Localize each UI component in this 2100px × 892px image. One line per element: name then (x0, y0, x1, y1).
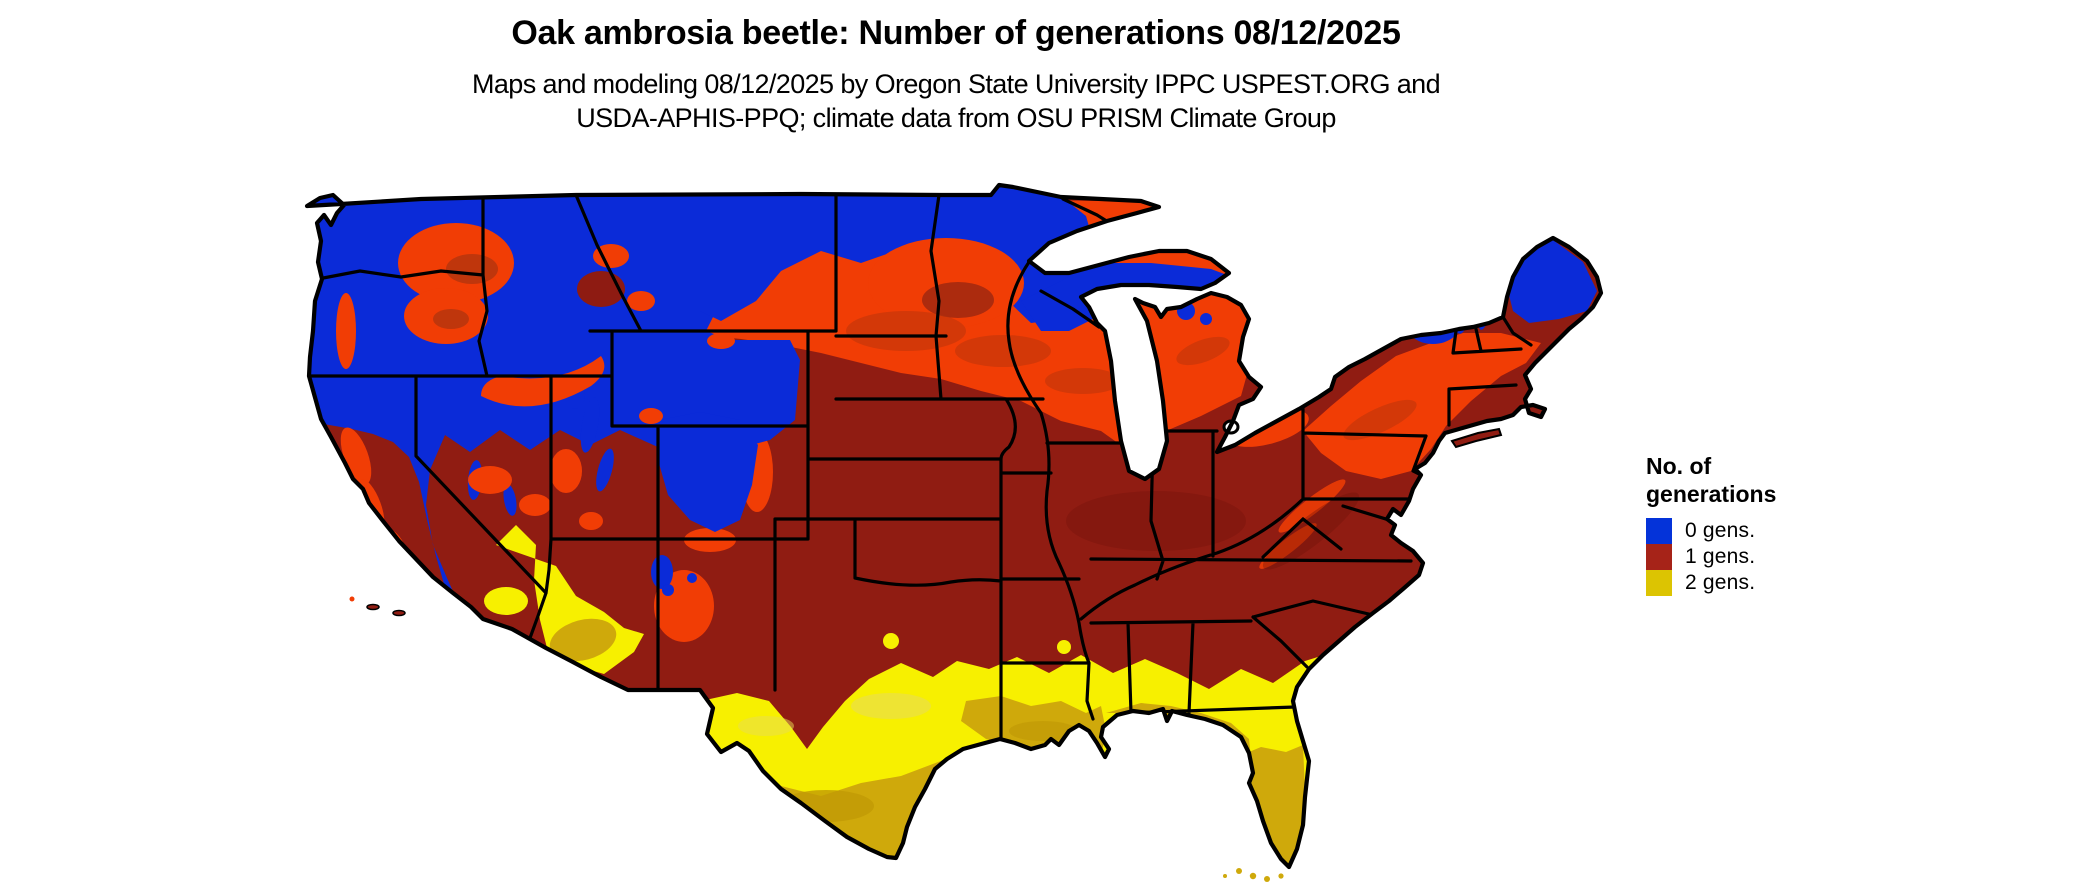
shade-blue-mtns-core (433, 309, 469, 329)
region-orange-nevada-2 (519, 494, 551, 516)
florida-keys-5 (1278, 873, 1284, 879)
shade-midsouth (1066, 491, 1246, 551)
region-orange-ca-coast-1 (340, 427, 372, 485)
shade-michigan (1176, 336, 1230, 366)
region-orange-willamette (336, 293, 356, 369)
region-orange-nevada-1 (468, 466, 512, 494)
shade-columbia-core (446, 254, 498, 284)
region-0-gens-n-michigan-2 (1200, 313, 1212, 325)
region-orange-ne-wyoming (707, 333, 735, 349)
legend-item-0-gens: 0 gens. (1646, 518, 1866, 544)
subtitle-line-1: Maps and modeling 08/12/2025 by Oregon S… (471, 69, 1441, 99)
map-svg (304, 182, 1604, 882)
legend-rows: 0 gens. 1 gens. 2 gens. (1646, 518, 1866, 596)
region-yellow-spur-2 (1057, 640, 1071, 654)
region-orange-utah-1 (550, 449, 582, 493)
region-2-gens-florida (1237, 745, 1305, 866)
region-orange-appalachia-2 (1259, 523, 1317, 569)
region-orange-snake-plain (481, 356, 605, 407)
region-transition-northeast (1303, 333, 1541, 479)
florida-keys-3 (1249, 872, 1257, 880)
florida-keys-4 (1264, 876, 1270, 882)
page-title: Oak ambrosia beetle: Number of generatio… (511, 14, 1401, 52)
legend-item-2-gens: 2 gens. (1646, 570, 1866, 596)
region-yellow-spur-1 (883, 633, 899, 649)
header: Oak ambrosia beetle: Number of generatio… (0, 14, 1912, 135)
legend-item-1-gens: 1 gens. (1646, 544, 1866, 570)
region-0-gens-maine (1507, 240, 1597, 323)
subtitle: Maps and modeling 08/12/2025 by Oregon S… (0, 67, 1912, 135)
region-0-gens-colorado (658, 412, 758, 532)
shade-wisconsin (1045, 368, 1121, 394)
legend-swatch-0-gens (1646, 518, 1672, 544)
shade-se-montana-core (922, 282, 994, 318)
channel-island-2 (392, 609, 406, 617)
region-0-gens-nevada-range-2 (503, 484, 517, 516)
shade-texas-pale (851, 693, 931, 719)
legend-swatch-2-gens (1646, 570, 1672, 596)
region-orange-sw-wyoming (639, 408, 663, 424)
us-generations-map (230, 130, 1630, 892)
shade-upstate-ny (1343, 399, 1417, 441)
region-orange-appalachia-1 (1278, 479, 1346, 533)
region-orange-utah-2 (579, 512, 603, 530)
florida-keys-2 (1236, 868, 1242, 874)
long-island (1450, 427, 1503, 449)
legend-swatch-1-gens (1646, 544, 1672, 570)
legend: No. of generations 0 gens. 1 gens. 2 gen… (1646, 452, 1866, 596)
region-transition-socal (484, 587, 528, 615)
shade-louisiana (1009, 721, 1077, 741)
subtitle-line-2: USDA-APHIS-PPQ; climate data from OSU PR… (576, 103, 1336, 133)
conus-outline (304, 182, 1604, 870)
channel-island-1 (366, 603, 380, 611)
shade-minnesota (955, 335, 1051, 367)
region-0-gens-wasatch (580, 397, 600, 453)
region-2-gens-arizona (549, 618, 617, 662)
region-0-gens-az-dot-2 (687, 573, 697, 583)
legend-title: No. of generations (1646, 453, 1777, 507)
region-orange-mt-valley-2 (627, 291, 655, 311)
channel-island-3 (349, 596, 355, 602)
region-0-gens-az-dot-1 (662, 584, 674, 596)
region-0-gens-utah-plateau (596, 448, 614, 492)
shade-dakotas (846, 311, 966, 351)
region-orange-mt-valley-1 (593, 244, 629, 268)
region-0-gens-new-mexico (651, 555, 673, 589)
state-borders (307, 193, 1533, 741)
shade-appalachia (1262, 492, 1360, 570)
florida-keys-1 (1223, 874, 1227, 878)
shade-texas-pale-2 (738, 716, 794, 736)
